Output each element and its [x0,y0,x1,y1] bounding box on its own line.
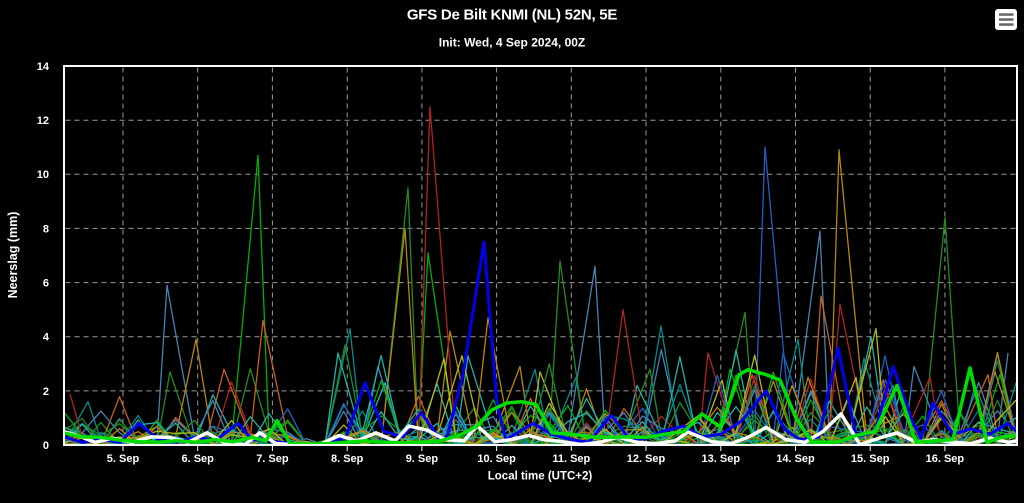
svg-text:10. Sep: 10. Sep [477,453,516,465]
svg-text:8: 8 [43,223,49,235]
svg-text:10: 10 [37,169,49,181]
svg-text:5. Sep: 5. Sep [107,453,140,465]
svg-text:Init: Wed, 4 Sep 2024, 00Z: Init: Wed, 4 Sep 2024, 00Z [439,36,586,50]
svg-text:4: 4 [43,332,50,344]
svg-text:15. Sep: 15. Sep [851,453,890,465]
svg-text:6: 6 [43,278,49,290]
svg-text:GFS De Bilt KNMI (NL) 52N, 5E: GFS De Bilt KNMI (NL) 52N, 5E [407,7,618,24]
svg-text:12: 12 [37,115,49,127]
svg-text:16. Sep: 16. Sep [926,453,965,465]
svg-text:9. Sep: 9. Sep [406,453,439,465]
svg-text:7. Sep: 7. Sep [256,453,289,465]
svg-text:0: 0 [43,440,49,452]
svg-text:12. Sep: 12. Sep [627,453,666,465]
svg-text:6. Sep: 6. Sep [181,453,214,465]
svg-text:Neerslag (mm): Neerslag (mm) [6,212,20,299]
svg-text:13. Sep: 13. Sep [702,453,741,465]
svg-text:14: 14 [37,61,50,73]
svg-text:14. Sep: 14. Sep [776,453,815,465]
svg-text:2: 2 [43,386,49,398]
svg-text:11. Sep: 11. Sep [552,453,590,465]
svg-text:Local time (UTC+2): Local time (UTC+2) [488,471,593,483]
svg-text:8. Sep: 8. Sep [331,453,364,465]
